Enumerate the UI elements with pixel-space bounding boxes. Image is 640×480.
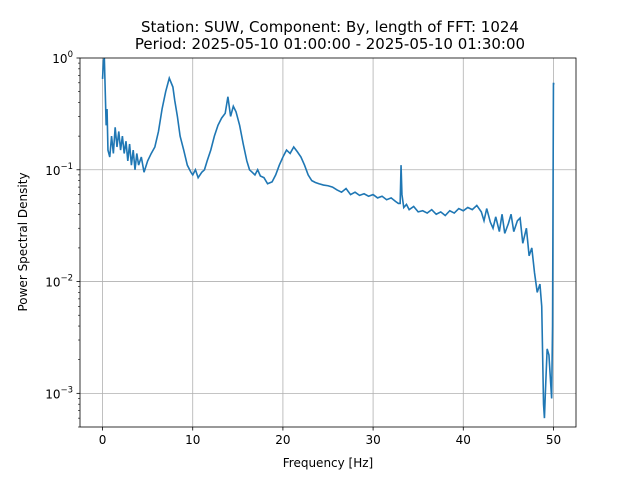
y-tick-base: 10 — [45, 164, 60, 178]
plot-frame — [79, 57, 577, 428]
y-tick-label: 10−1 — [45, 162, 73, 178]
x-tick-label: 0 — [99, 433, 107, 447]
x-tick-label: 30 — [365, 433, 380, 447]
y-tick-label: 100 — [52, 50, 73, 66]
x-tick-label: 20 — [275, 433, 290, 447]
psd-series-line — [101, 58, 555, 419]
x-tick-label: 40 — [456, 433, 471, 447]
x-tick-label: 10 — [185, 433, 200, 447]
y-tick-label: 10−2 — [45, 274, 73, 290]
x-tick-label: 50 — [546, 433, 561, 447]
y-axis-label: Power Spectral Density — [16, 172, 30, 311]
y-tick-label: 10−3 — [45, 385, 73, 401]
x-axis-label: Frequency [Hz] — [283, 456, 374, 470]
y-tick-exponent: −1 — [60, 162, 73, 172]
y-tick-exponent: −3 — [60, 385, 73, 395]
y-tick-base: 10 — [45, 387, 60, 401]
chart-title-line1: Station: SUW, Component: By, length of F… — [141, 18, 519, 36]
chart-title-line2: Period: 2025-05-10 01:00:00 - 2025-05-10… — [135, 35, 525, 53]
y-tick-exponent: −2 — [60, 274, 73, 284]
y-tick-exponent: 0 — [68, 50, 73, 60]
y-tick-base: 10 — [45, 276, 60, 290]
y-tick-base: 10 — [52, 52, 67, 66]
